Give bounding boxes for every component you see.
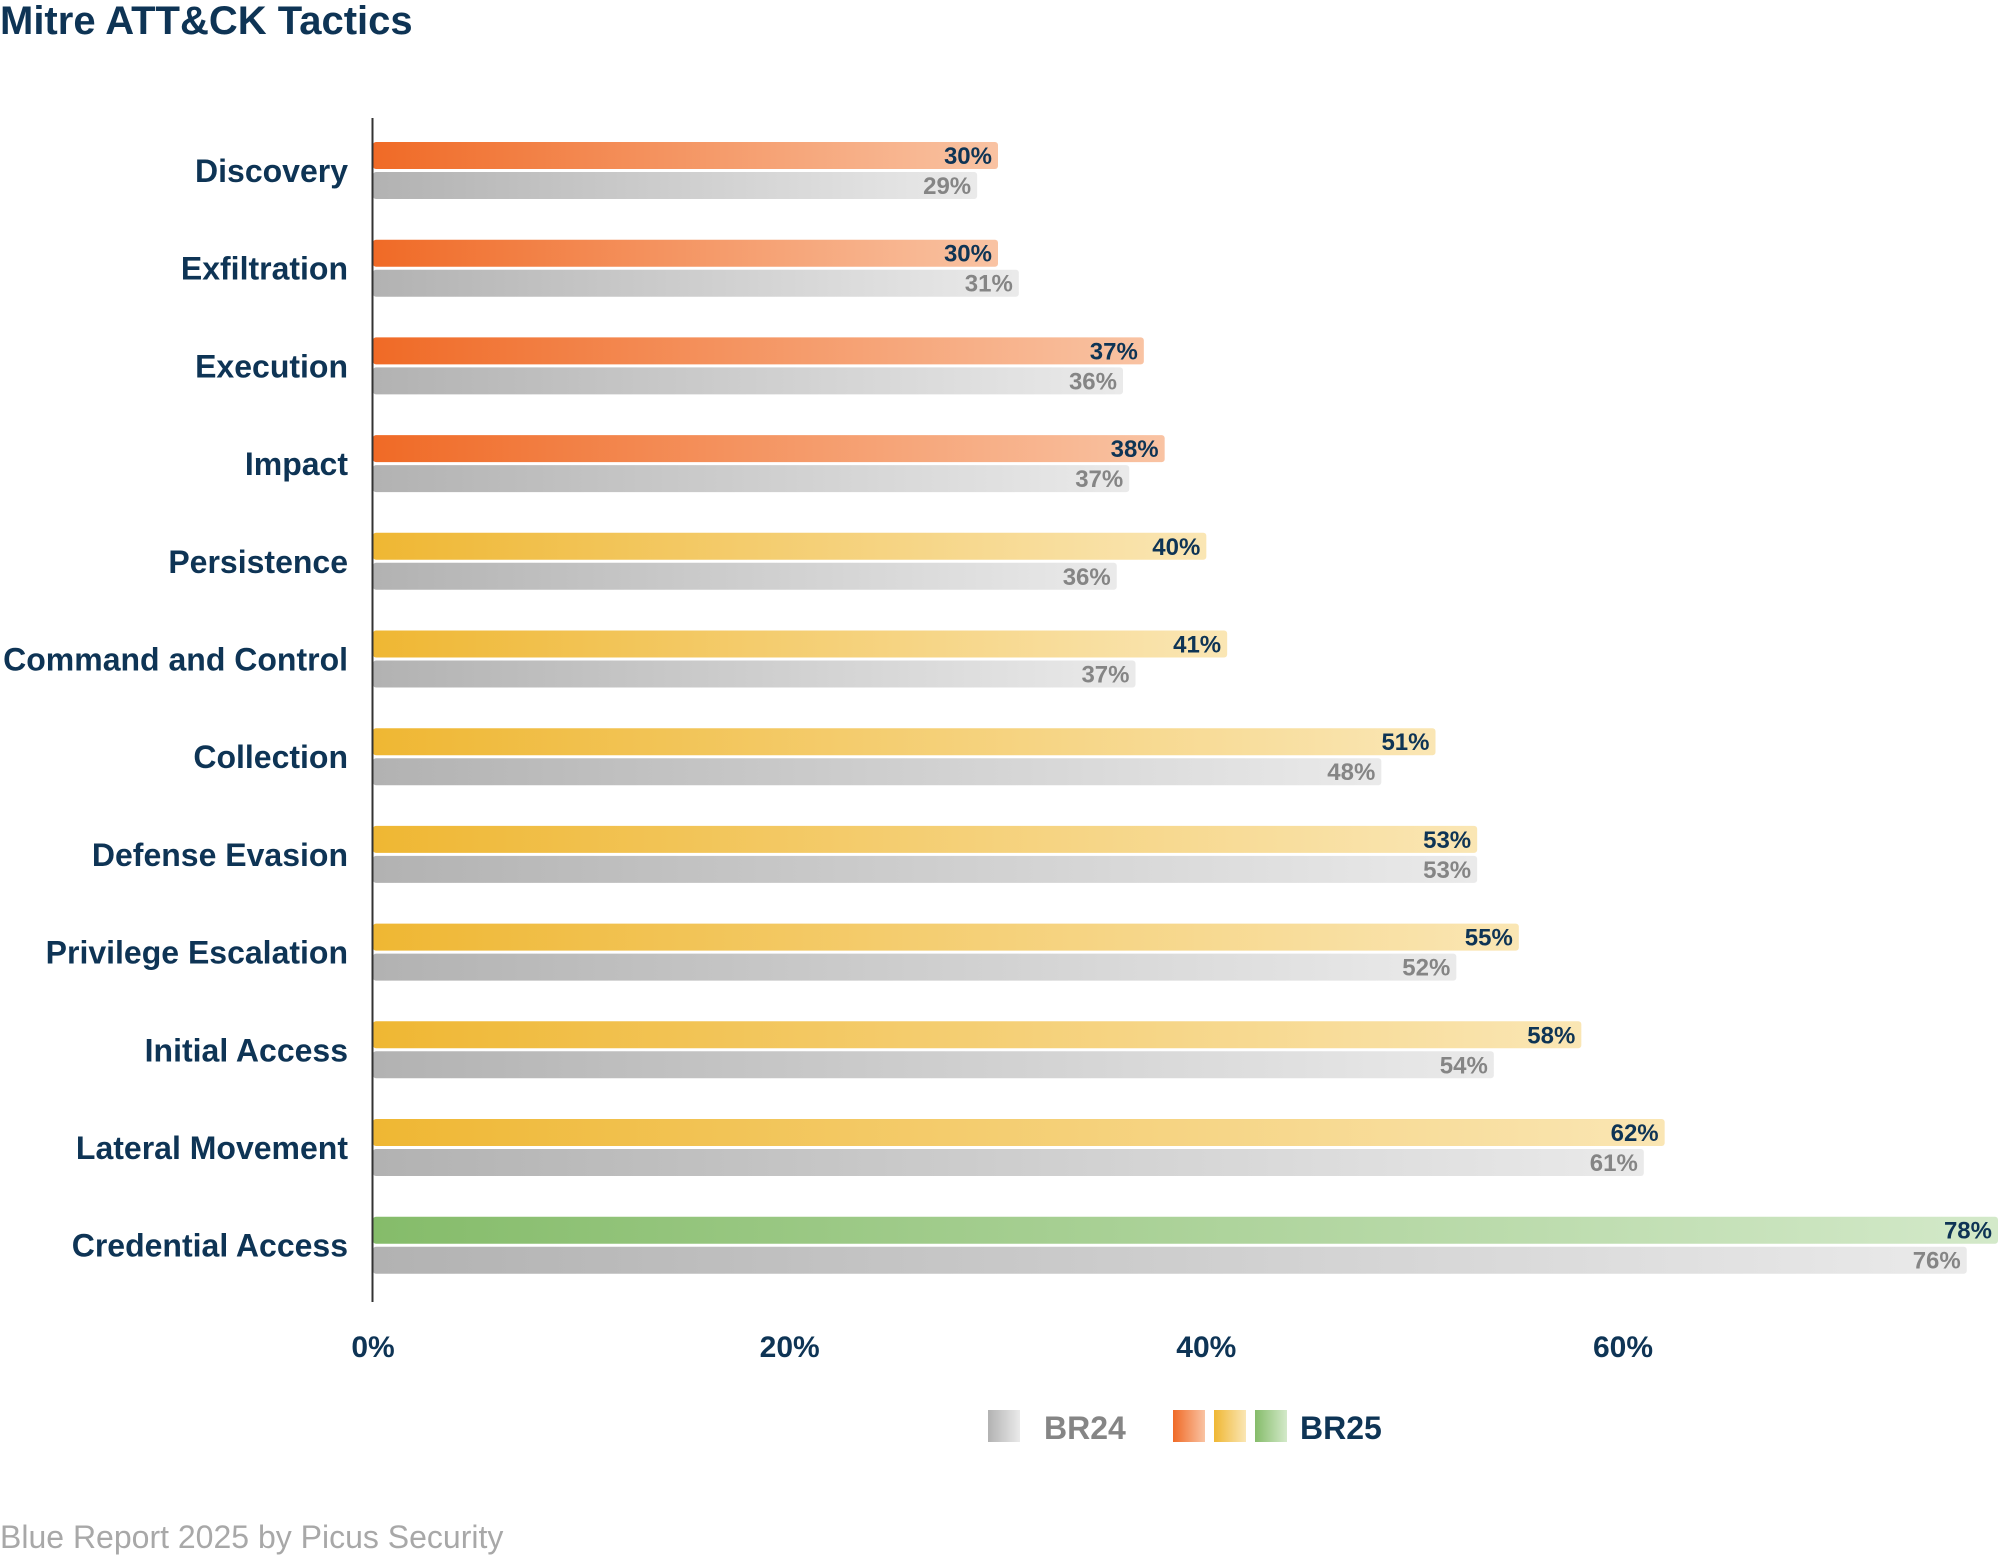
- category-label-initial-access: Initial Access: [145, 1032, 348, 1068]
- bar-br24-collection: [373, 758, 1382, 786]
- bar-br25-exfiltration: [373, 239, 998, 267]
- data-label-br25-exfiltration: 30%: [944, 241, 992, 268]
- data-label-br24-collection: 48%: [1327, 759, 1375, 786]
- data-label-br25-lateral-movement: 62%: [1611, 1120, 1659, 1147]
- data-label-br24-command-and-control: 37%: [1081, 662, 1129, 689]
- bar-br25-lateral-movement: [373, 1119, 1665, 1146]
- bar-br24-defense-evasion: [373, 855, 1478, 883]
- category-label-impact: Impact: [245, 446, 348, 482]
- data-label-br24-initial-access: 54%: [1440, 1052, 1488, 1079]
- category-label-execution: Execution: [195, 348, 348, 384]
- data-label-br25-persistence: 40%: [1152, 534, 1200, 561]
- bar-br25-persistence: [373, 532, 1207, 560]
- data-label-br24-persistence: 36%: [1063, 564, 1111, 591]
- data-label-br24-credential-access: 76%: [1913, 1248, 1961, 1275]
- bar-br25-privilege-escalation: [373, 923, 1519, 951]
- bar-br24-discovery: [373, 172, 978, 199]
- legend-swatch-br25-green: [1255, 1410, 1287, 1442]
- bar-br24-impact: [373, 465, 1130, 493]
- bar-br24-initial-access: [373, 1051, 1494, 1079]
- data-label-br24-lateral-movement: 61%: [1590, 1150, 1638, 1177]
- category-label-command-and-control: Command and Control: [3, 642, 348, 678]
- x-tick-label-40: 40%: [1176, 1331, 1236, 1364]
- category-label-privilege-escalation: Privilege Escalation: [46, 935, 348, 971]
- bar-br24-persistence: [373, 562, 1117, 590]
- footer-credit: Blue Report 2025 by Picus Security: [0, 1519, 503, 1555]
- legend-label-br24: BR24: [1044, 1410, 1126, 1446]
- bar-br25-impact: [373, 435, 1165, 463]
- category-label-exfiltration: Exfiltration: [181, 251, 348, 287]
- data-label-br25-defense-evasion: 53%: [1423, 827, 1471, 854]
- data-label-br25-impact: 38%: [1111, 436, 1159, 463]
- bar-br25-collection: [373, 728, 1436, 756]
- data-label-br25-command-and-control: 41%: [1173, 632, 1221, 659]
- category-label-persistence: Persistence: [168, 544, 348, 580]
- bar-br24-command-and-control: [373, 660, 1136, 688]
- bar-br24-exfiltration: [373, 269, 1019, 297]
- bar-br25-command-and-control: [373, 630, 1228, 658]
- x-tick-label-20: 20%: [760, 1331, 820, 1364]
- data-label-br25-collection: 51%: [1381, 729, 1429, 756]
- bar-br24-lateral-movement: [373, 1149, 1644, 1176]
- category-label-discovery: Discovery: [195, 153, 348, 189]
- data-label-br24-exfiltration: 31%: [965, 271, 1013, 298]
- bar-br24-privilege-escalation: [373, 953, 1457, 981]
- chart-title: Mitre ATT&CK Tactics: [0, 0, 413, 43]
- legend-label-br25: BR25: [1300, 1410, 1382, 1446]
- data-label-br25-initial-access: 58%: [1527, 1022, 1575, 1049]
- legend: BR24 BR25: [988, 1410, 1382, 1446]
- x-axis-ticks: 0% 20% 40% 60%: [351, 1331, 1653, 1364]
- legend-swatch-br25-orange: [1173, 1410, 1205, 1442]
- category-label-credential-access: Credential Access: [72, 1228, 348, 1264]
- data-label-br24-defense-evasion: 53%: [1423, 857, 1471, 884]
- bar-br25-execution: [373, 337, 1144, 365]
- legend-swatch-br25-yellow: [1214, 1410, 1246, 1442]
- data-label-br25-discovery: 30%: [944, 143, 992, 170]
- category-label-defense-evasion: Defense Evasion: [92, 837, 348, 873]
- bar-br25-discovery: [373, 142, 998, 169]
- category-label-collection: Collection: [193, 739, 348, 775]
- bar-br25-credential-access: [373, 1216, 1998, 1244]
- category-labels: Discovery Exfiltration Execution Impact Pers…: [3, 153, 348, 1264]
- legend-swatch-br24: [988, 1410, 1020, 1442]
- data-label-br25-credential-access: 78%: [1944, 1218, 1992, 1245]
- bars-group: 30% 29% 30% 31% 37% 36% 38% 37% 40% 36% 41% 37% 51%4…: [373, 142, 1998, 1275]
- bar-br25-initial-access: [373, 1021, 1582, 1049]
- data-label-br24-privilege-escalation: 52%: [1402, 955, 1450, 982]
- data-label-br24-discovery: 29%: [923, 173, 971, 200]
- bar-br24-credential-access: [373, 1246, 1967, 1274]
- x-tick-label-0: 0%: [351, 1331, 394, 1364]
- category-label-lateral-movement: Lateral Movement: [76, 1130, 348, 1166]
- x-tick-label-60: 60%: [1593, 1331, 1653, 1364]
- bar-br24-execution: [373, 367, 1123, 395]
- data-label-br25-privilege-escalation: 55%: [1465, 925, 1513, 952]
- data-label-br25-execution: 37%: [1090, 338, 1138, 365]
- data-label-br24-impact: 37%: [1075, 466, 1123, 493]
- data-label-br24-execution: 36%: [1069, 368, 1117, 395]
- bar-br25-defense-evasion: [373, 825, 1478, 853]
